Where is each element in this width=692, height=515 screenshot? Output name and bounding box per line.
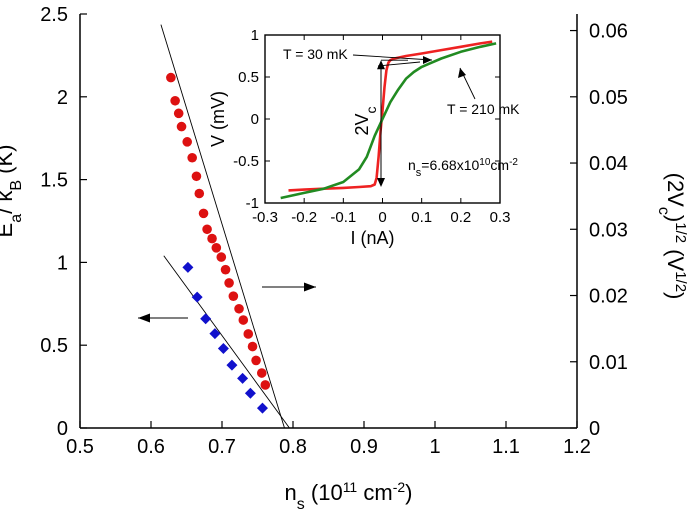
data-point-circle: [182, 137, 193, 147]
data-point-circle: [194, 188, 205, 199]
inset-curve-green: [280, 42, 497, 200]
left-y-tick-label: 2.5: [40, 4, 68, 26]
inset-x-tick-label: 0.2: [450, 209, 471, 226]
inset-x-tick-label: -0.3: [252, 209, 278, 226]
vc-arrow-top: [377, 60, 385, 70]
inset-y-tick-label: 0.5: [238, 69, 259, 86]
data-point-circle: [191, 171, 202, 182]
inset-y-tick-label: -1: [246, 195, 259, 212]
leader-30mk: [352, 54, 433, 61]
data-point-circle: [260, 380, 271, 390]
data-point-circle: [207, 233, 217, 244]
data-point-circle: [251, 355, 261, 366]
data-point-diamond: [209, 328, 221, 340]
data-point-diamond: [217, 343, 229, 355]
leader-210mk-head: [458, 68, 466, 78]
inset-y-tick-label: -0.5: [233, 153, 259, 170]
inset-x-tick-label: -0.2: [291, 209, 317, 226]
data-point-circle: [176, 121, 187, 132]
data-point-circle: [170, 95, 180, 106]
vc-label: 2Vc: [352, 106, 379, 135]
right-y-tick-label: 0.05: [589, 87, 628, 109]
label-30mk: T = 30 mK: [283, 46, 348, 62]
fit-line: [163, 255, 290, 429]
arrow-to-right-axis-head: [304, 282, 316, 292]
right-y-tick-label: 0.03: [589, 219, 628, 241]
x-tick-label: 0.8: [279, 436, 307, 458]
data-point-circle: [220, 264, 231, 275]
fit-line: [160, 24, 285, 429]
left-y-tick-label: 1.5: [40, 170, 68, 192]
x-tick-label: 0.7: [208, 436, 236, 458]
right-y-tick-label: 0.01: [589, 352, 628, 374]
inset-x-axis-label: I (nA): [350, 228, 394, 248]
data-point-diamond: [200, 313, 212, 325]
inset-y-tick-label: 1: [251, 27, 259, 44]
right-y-tick-label: 0.06: [589, 21, 628, 43]
inset-plot: -0.3 -0.2 -0.1 0 0.1 0.2 0.3 -1 -0.5 0 0.5 1 I (nA) V…: [208, 27, 520, 248]
data-point-circle: [216, 252, 227, 262]
data-point-circle: [238, 315, 249, 325]
inset-x-tick-label: 0: [378, 209, 386, 226]
data-point-circle: [187, 152, 197, 163]
data-point-circle: [173, 108, 184, 119]
x-tick-label: 0.6: [137, 436, 165, 458]
label-210mk: T = 210 mK: [447, 101, 520, 117]
inset-curve-red: [288, 40, 493, 192]
x-tick-label: 0.5: [66, 436, 94, 458]
data-point-diamond: [191, 291, 203, 303]
data-point-diamond: [244, 387, 256, 399]
x-tick-label: 1: [429, 436, 440, 458]
main-plot: 0.5 0.6 0.7 0.8 0.9 1 1.1 1.200.511.522.500.010…: [0, 4, 690, 513]
inset-y-axis-label: V (mV): [208, 91, 228, 147]
inset-x-tick-label: 0.1: [411, 209, 432, 226]
left-y-tick-label: 0: [57, 418, 68, 440]
data-point-circle: [256, 368, 267, 378]
leader-30mk-2: [377, 61, 421, 67]
inset-y-tick-label: 0: [251, 111, 259, 128]
data-point-circle: [228, 291, 239, 301]
x-axis-label: ns (1011 cm-2): [285, 479, 413, 513]
right-y-tick-label: 0: [589, 418, 600, 440]
data-point-diamond: [182, 261, 194, 273]
data-point-circle: [166, 72, 176, 83]
inset-x-tick-label: -0.1: [330, 209, 356, 226]
right-y-axis-label: (2Vc)1/2 (V1/2): [656, 173, 690, 300]
x-tick-label: 0.9: [350, 436, 378, 458]
ns-label: ns=6.68x1010cm-2: [408, 157, 518, 180]
right-y-tick-label: 0.02: [589, 286, 628, 308]
data-point-circle: [234, 303, 244, 314]
data-point-circle: [247, 341, 258, 352]
leader-30mk-head: [423, 56, 432, 64]
left-y-axis-label: Ea/ kB (K): [0, 145, 25, 238]
data-point-circle: [243, 329, 254, 339]
data-point-diamond: [237, 372, 249, 384]
left-y-tick-label: 2: [57, 87, 68, 109]
x-tick-label: 1.2: [563, 436, 591, 458]
data-point-circle: [198, 208, 209, 219]
data-point-circle: [211, 243, 222, 253]
data-point-circle: [202, 224, 212, 235]
vc-arrow-bottom: [377, 178, 385, 188]
left-y-tick-label: 1: [57, 252, 68, 274]
data-point-diamond: [256, 402, 268, 414]
left-y-tick-label: 0.5: [40, 335, 68, 357]
x-tick-label: 1.1: [492, 436, 520, 458]
data-point-diamond: [226, 359, 238, 371]
inset-x-tick-label: 0.3: [490, 209, 511, 226]
arrow-to-left-axis-head: [138, 313, 150, 323]
data-point-circle: [224, 278, 234, 288]
right-y-tick-label: 0.04: [589, 153, 628, 175]
